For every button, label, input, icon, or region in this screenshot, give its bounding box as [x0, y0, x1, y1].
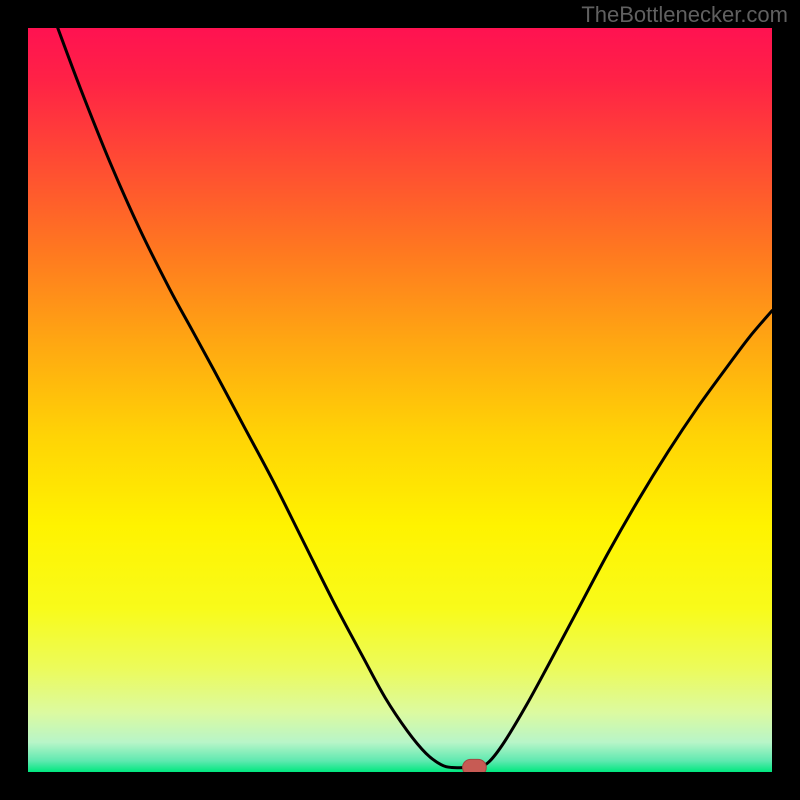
plot-outer-border: [28, 28, 772, 772]
watermark-text: TheBottlenecker.com: [581, 2, 788, 28]
optimal-point-marker: [463, 759, 487, 772]
gradient-background: [28, 28, 772, 772]
chart-svg: [28, 28, 772, 772]
plot-area: [28, 28, 772, 772]
chart-frame: TheBottlenecker.com: [0, 0, 800, 800]
